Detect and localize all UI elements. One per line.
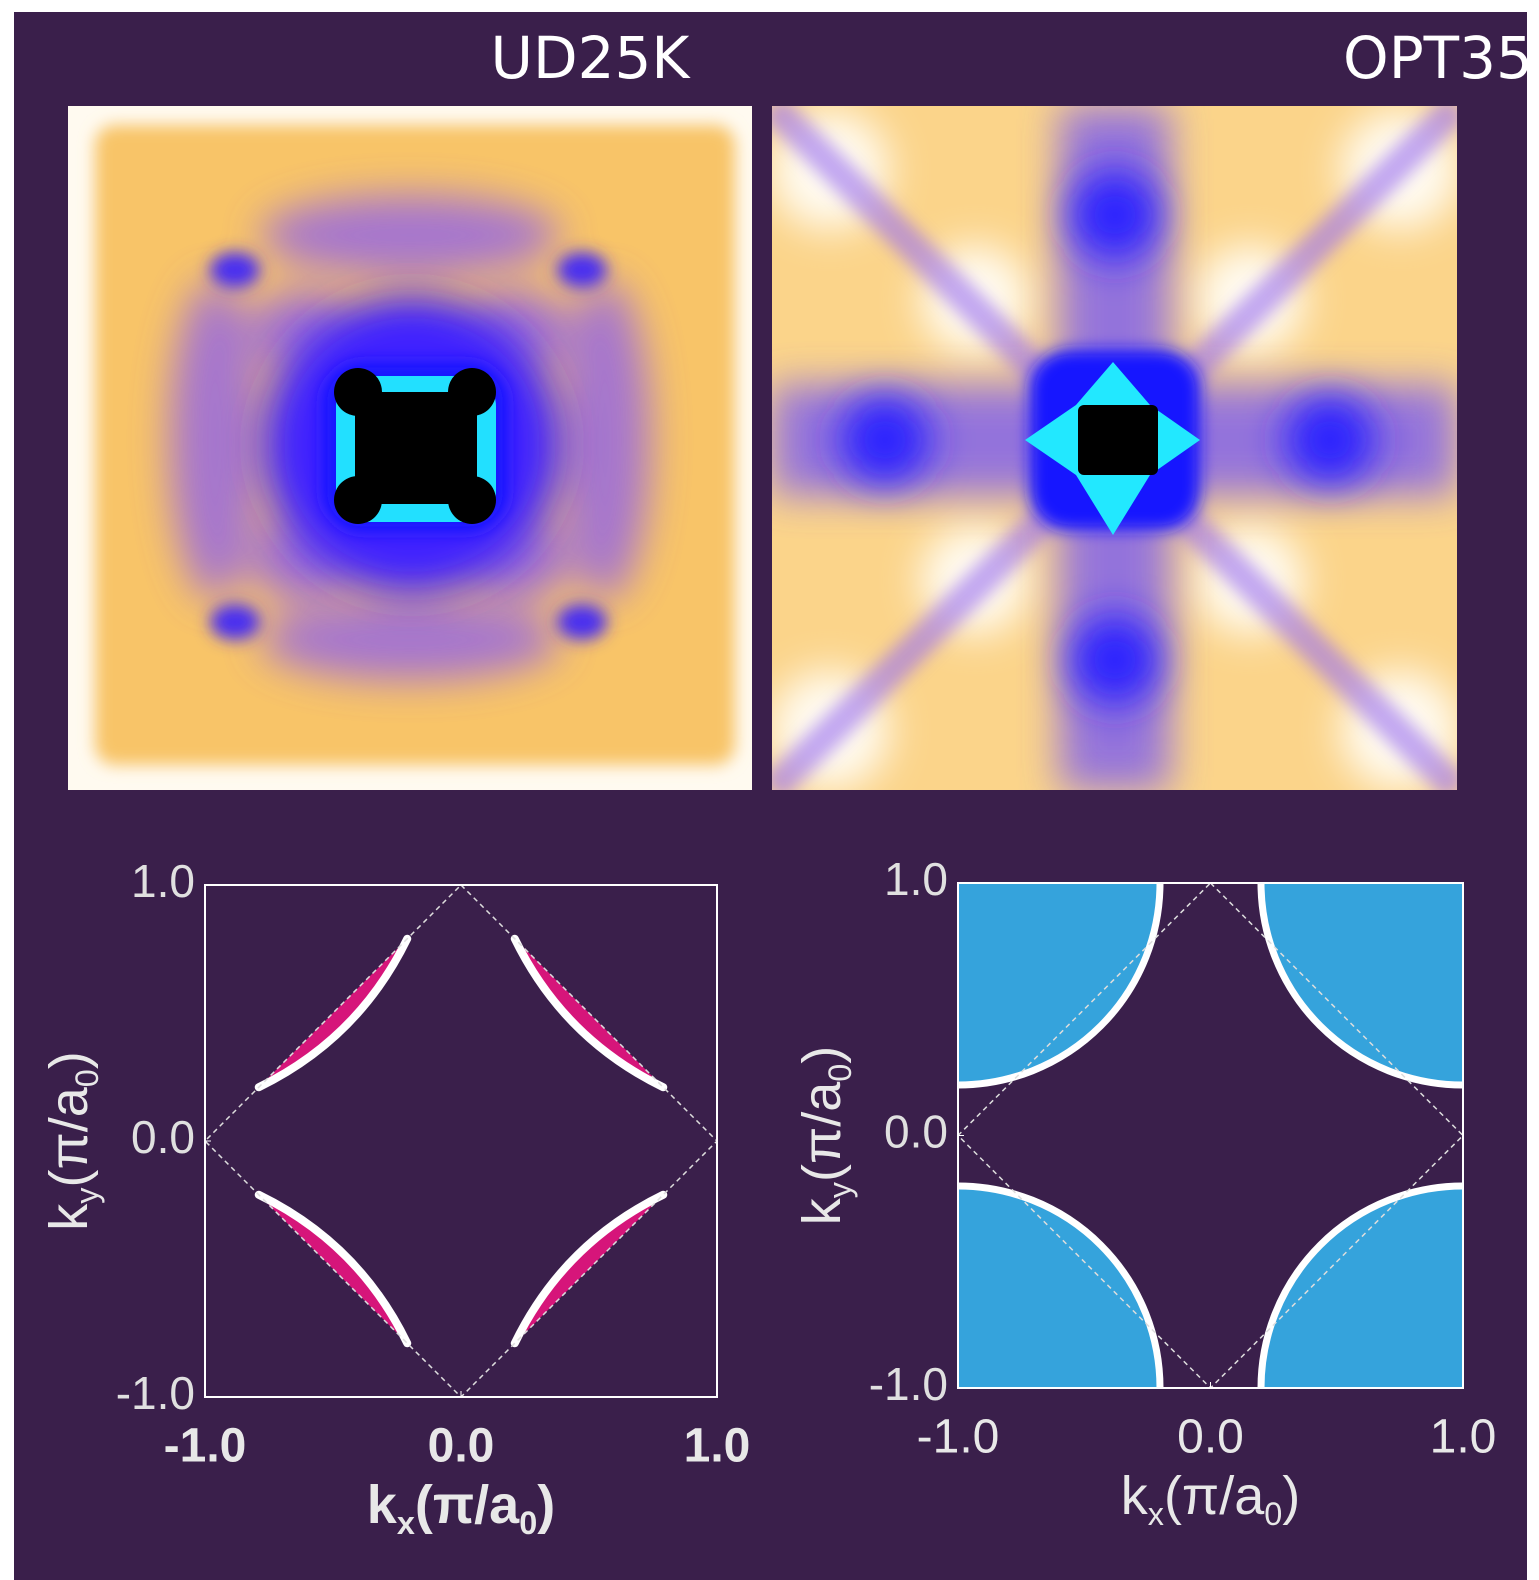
pocket [1261,883,1463,1085]
y-tick-label: -1.0 [116,1367,195,1419]
y-tick-label: 0.0 [131,1111,195,1163]
y-tick-label: 1.0 [131,855,195,907]
axis-label-subscript: y [69,1187,105,1204]
axis-label-subscript: x [1148,1496,1164,1532]
axis-label: kx(π/a0) [367,1475,555,1540]
fermi-arc [254,934,412,1092]
axis-label-part: ) [1282,1466,1300,1526]
axis-label-subscript: 0 [69,1069,105,1087]
axis-label-part: ) [39,1051,99,1069]
pocket-edge [1257,882,1464,1089]
y-tick-label: -1.0 [869,1358,948,1410]
x-tick-label: 1.0 [684,1420,751,1473]
pocket [1261,1186,1463,1388]
axis-label-part: (π/a [415,1475,520,1535]
panel-title: UD25K [491,24,692,92]
axis-label-part: (π/a [792,1081,852,1182]
axis-label-part: (π/a [1164,1466,1265,1526]
pocket [958,883,1160,1085]
heatmap-ud25k [68,106,752,790]
fermi-arc [254,1190,412,1348]
axis-label-subscript: 0 [519,1505,537,1541]
arc-fill [258,938,408,1088]
fermi-arc [510,1190,668,1348]
axis-label-subscript: 0 [822,1064,858,1082]
x-tick-label: 0.0 [1177,1411,1244,1464]
y-tick-label: 0.0 [884,1106,948,1158]
pocket [958,1186,1160,1388]
pocket-edge [957,882,1164,1089]
x-tick-label: 0.0 [428,1420,495,1473]
axis-label: ky(π/a0) [792,1046,857,1225]
axis-label-part: k [367,1475,398,1535]
x-tick-label: -1.0 [164,1420,247,1473]
axis-label-part: k [1121,1466,1149,1526]
axis-label-part: k [39,1203,99,1231]
x-tick-label: 1.0 [1430,1411,1497,1464]
x-tick-label: -1.0 [917,1411,1000,1464]
axis-label-part: ) [537,1475,555,1535]
axis-label-subscript: x [397,1505,415,1541]
pocket-edge [957,1182,1164,1389]
axis-label-part: ) [792,1046,852,1064]
axis-label-subscript: y [822,1181,858,1198]
axis-label-part: (π/a [39,1086,99,1187]
axis-label: ky(π/a0) [39,1051,104,1230]
fermi-arc [510,934,668,1092]
axis-label-part: k [792,1197,852,1225]
axis-label: kx(π/a0) [1121,1466,1300,1531]
y-tick-label: 1.0 [884,853,948,905]
axis-label-subscript: 0 [1264,1496,1282,1532]
heatmap-opt35k [772,106,1457,790]
panel-title: OPT35K [1343,24,1539,92]
pocket-edge [1257,1182,1464,1389]
